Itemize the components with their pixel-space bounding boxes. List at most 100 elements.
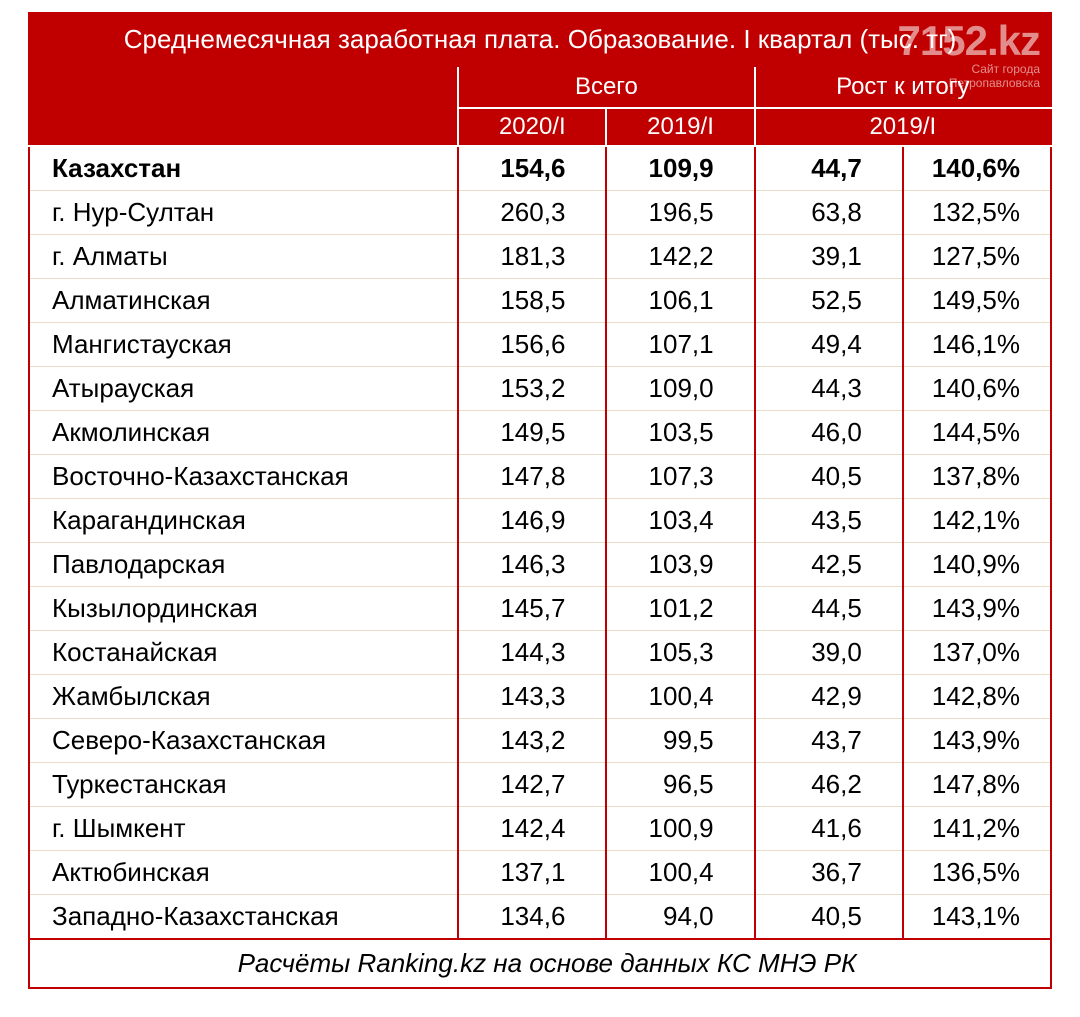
cell-v2019: 109,0: [606, 367, 754, 411]
table-row: Северо-Казахстанская143,299,543,7143,9%: [29, 719, 1051, 763]
cell-pct: 143,9%: [903, 719, 1051, 763]
table-row: г. Шымкент142,4100,941,6141,2%: [29, 807, 1051, 851]
cell-diff: 46,2: [755, 763, 903, 807]
cell-v2020: 146,3: [458, 543, 606, 587]
table-row: Акмолинская149,5103,546,0144,5%: [29, 411, 1051, 455]
cell-diff: 49,4: [755, 323, 903, 367]
cell-region: Атырауская: [29, 367, 458, 411]
cell-pct: 136,5%: [903, 851, 1051, 895]
table-row: Казахстан154,6109,944,7140,6%: [29, 146, 1051, 191]
cell-diff: 39,1: [755, 235, 903, 279]
cell-region: Туркестанская: [29, 763, 458, 807]
table-title: Среднемесячная заработная плата. Образов…: [29, 13, 1051, 66]
cell-diff: 43,5: [755, 499, 903, 543]
cell-v2020: 143,2: [458, 719, 606, 763]
cell-diff: 52,5: [755, 279, 903, 323]
cell-diff: 36,7: [755, 851, 903, 895]
footnote-row: Расчёты Ranking.kz на основе данных КС М…: [29, 939, 1051, 988]
cell-v2020: 260,3: [458, 191, 606, 235]
cell-v2019: 101,2: [606, 587, 754, 631]
cell-v2020: 142,4: [458, 807, 606, 851]
cell-v2019: 96,5: [606, 763, 754, 807]
cell-diff: 44,7: [755, 146, 903, 191]
cell-v2020: 156,6: [458, 323, 606, 367]
table-row: Костанайская144,3105,339,0137,0%: [29, 631, 1051, 675]
cell-region: г. Алматы: [29, 235, 458, 279]
cell-diff: 40,5: [755, 895, 903, 940]
cell-pct: 144,5%: [903, 411, 1051, 455]
cell-region: Восточно-Казахстанская: [29, 455, 458, 499]
cell-pct: 142,1%: [903, 499, 1051, 543]
cell-region: Мангистауская: [29, 323, 458, 367]
cell-v2019: 100,9: [606, 807, 754, 851]
title-row: Среднемесячная заработная плата. Образов…: [29, 13, 1051, 66]
table-row: г. Нур-Султан260,3196,563,8132,5%: [29, 191, 1051, 235]
cell-v2020: 181,3: [458, 235, 606, 279]
subheader-2019: 2019/I: [606, 108, 754, 146]
cell-v2020: 134,6: [458, 895, 606, 940]
cell-region: Павлодарская: [29, 543, 458, 587]
cell-v2019: 196,5: [606, 191, 754, 235]
cell-v2019: 100,4: [606, 675, 754, 719]
cell-v2020: 158,5: [458, 279, 606, 323]
cell-region: Западно-Казахстанская: [29, 895, 458, 940]
cell-v2019: 105,3: [606, 631, 754, 675]
header-growth: Рост к итогу: [755, 66, 1051, 108]
group-header-row: Всего Рост к итогу: [29, 66, 1051, 108]
cell-v2019: 103,4: [606, 499, 754, 543]
cell-pct: 147,8%: [903, 763, 1051, 807]
cell-diff: 44,5: [755, 587, 903, 631]
cell-v2020: 144,3: [458, 631, 606, 675]
cell-region: Костанайская: [29, 631, 458, 675]
cell-diff: 43,7: [755, 719, 903, 763]
cell-pct: 146,1%: [903, 323, 1051, 367]
cell-pct: 140,9%: [903, 543, 1051, 587]
cell-pct: 132,5%: [903, 191, 1051, 235]
cell-v2019: 100,4: [606, 851, 754, 895]
cell-region: Жамбылская: [29, 675, 458, 719]
cell-v2020: 147,8: [458, 455, 606, 499]
subheader-2020: 2020/I: [458, 108, 606, 146]
table-row: Туркестанская142,796,546,2147,8%: [29, 763, 1051, 807]
cell-v2019: 107,3: [606, 455, 754, 499]
cell-diff: 44,3: [755, 367, 903, 411]
cell-region: Актюбинская: [29, 851, 458, 895]
cell-pct: 149,5%: [903, 279, 1051, 323]
cell-pct: 140,6%: [903, 367, 1051, 411]
cell-v2019: 106,1: [606, 279, 754, 323]
cell-diff: 46,0: [755, 411, 903, 455]
table-row: Жамбылская143,3100,442,9142,8%: [29, 675, 1051, 719]
cell-pct: 142,8%: [903, 675, 1051, 719]
cell-region: г. Шымкент: [29, 807, 458, 851]
salary-table: Среднемесячная заработная плата. Образов…: [28, 12, 1052, 989]
cell-pct: 143,9%: [903, 587, 1051, 631]
cell-v2019: 94,0: [606, 895, 754, 940]
header-total: Всего: [458, 66, 754, 108]
cell-diff: 42,5: [755, 543, 903, 587]
cell-diff: 39,0: [755, 631, 903, 675]
cell-region: Карагандинская: [29, 499, 458, 543]
table-row: Карагандинская146,9103,443,5142,1%: [29, 499, 1051, 543]
cell-v2019: 109,9: [606, 146, 754, 191]
cell-pct: 137,8%: [903, 455, 1051, 499]
cell-v2019: 107,1: [606, 323, 754, 367]
cell-pct: 143,1%: [903, 895, 1051, 940]
cell-region: Казахстан: [29, 146, 458, 191]
table-row: Западно-Казахстанская134,694,040,5143,1%: [29, 895, 1051, 940]
cell-pct: 137,0%: [903, 631, 1051, 675]
cell-region: Кызылординская: [29, 587, 458, 631]
cell-region: г. Нур-Султан: [29, 191, 458, 235]
cell-diff: 40,5: [755, 455, 903, 499]
cell-region: Акмолинская: [29, 411, 458, 455]
cell-region: Алматинская: [29, 279, 458, 323]
cell-v2020: 154,6: [458, 146, 606, 191]
table-row: Восточно-Казахстанская147,8107,340,5137,…: [29, 455, 1051, 499]
cell-v2019: 103,5: [606, 411, 754, 455]
table-row: Актюбинская137,1100,436,7136,5%: [29, 851, 1051, 895]
cell-v2020: 145,7: [458, 587, 606, 631]
cell-pct: 127,5%: [903, 235, 1051, 279]
cell-diff: 63,8: [755, 191, 903, 235]
cell-v2020: 146,9: [458, 499, 606, 543]
cell-v2019: 142,2: [606, 235, 754, 279]
cell-diff: 41,6: [755, 807, 903, 851]
